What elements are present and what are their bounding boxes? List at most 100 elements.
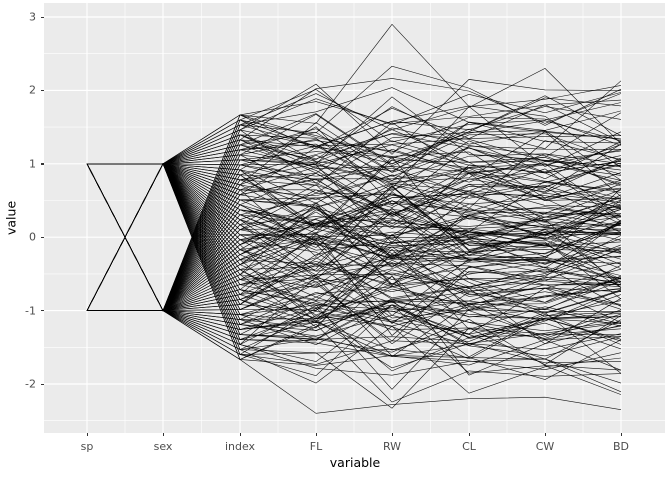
- series-line: [87, 163, 622, 196]
- series-line: [87, 144, 622, 216]
- series-line: [86, 163, 622, 340]
- y-tick-label: 0: [29, 230, 36, 244]
- series-line: [87, 163, 622, 345]
- series-line: [86, 163, 622, 312]
- series-line: [87, 163, 622, 345]
- series-line: [87, 23, 622, 165]
- series-line: [87, 163, 622, 241]
- x-tick-label-bd: BD: [612, 440, 630, 453]
- series-line: [86, 163, 622, 312]
- series-line: [87, 163, 622, 360]
- series-line: [86, 163, 622, 312]
- series-line: [87, 129, 622, 171]
- x-axis-title: variable: [329, 455, 381, 470]
- series-line: [86, 112, 622, 312]
- series-line: [87, 163, 622, 227]
- x-tick-label-sex: sex: [153, 440, 173, 453]
- y-tick-label: 2: [29, 83, 36, 97]
- series-line: [86, 163, 622, 311]
- y-tick-mark: [41, 89, 44, 92]
- x-tick-mark: [620, 433, 622, 436]
- x-tick-label-cl: CL: [462, 440, 476, 453]
- series-line: [87, 163, 622, 257]
- y-axis-title: value: [3, 200, 19, 236]
- series-line: [87, 163, 622, 370]
- series-line: [87, 134, 622, 181]
- y-tick-label: 1: [29, 157, 36, 171]
- series-line: [86, 163, 622, 325]
- series-line: [87, 163, 622, 360]
- x-tick-label-cw: CW: [535, 440, 555, 453]
- series-line: [86, 163, 622, 312]
- series-line: [87, 133, 622, 176]
- series-line: [87, 163, 622, 261]
- series-line: [86, 163, 622, 369]
- series-line: [87, 163, 622, 256]
- series-line: [86, 80, 622, 312]
- series-line: [86, 140, 622, 312]
- series-line: [87, 163, 622, 225]
- series-line: [87, 163, 622, 337]
- series-line: [86, 163, 622, 390]
- series-line: [86, 163, 622, 312]
- series-line: [86, 106, 622, 312]
- series-line: [87, 163, 622, 351]
- series-line: [87, 163, 622, 227]
- series-line: [87, 163, 622, 276]
- series-line: [86, 99, 622, 312]
- series-line: [87, 163, 622, 365]
- series-line: [87, 159, 622, 218]
- series-line: [87, 163, 622, 317]
- y-tick-label: -2: [25, 377, 36, 391]
- series-line: [87, 163, 622, 258]
- y-tick-mark: [41, 163, 44, 165]
- x-tick-label-fl: FL: [309, 440, 323, 453]
- x-tick-label-sp: sp: [80, 440, 94, 453]
- plot-area-svg: [44, 3, 665, 433]
- y-tick-label: -1: [25, 304, 36, 318]
- series-line: [86, 163, 622, 312]
- y-tick-mark: [41, 310, 44, 312]
- series-line: [87, 92, 622, 165]
- series-line: [87, 163, 622, 303]
- x-tick-mark: [391, 433, 393, 436]
- x-tick-mark: [239, 433, 241, 436]
- series-line: [87, 163, 622, 340]
- x-tick-mark: [86, 433, 88, 436]
- series-line: [87, 163, 622, 303]
- series-line: [87, 78, 622, 165]
- x-tick-label-rw: RW: [382, 440, 402, 453]
- x-tick-mark: [468, 433, 470, 436]
- series-line: [86, 163, 622, 345]
- series-line: [87, 163, 622, 218]
- series-line: [87, 65, 622, 165]
- series-line: [87, 159, 622, 204]
- y-tick-mark: [41, 236, 44, 239]
- series-line: [87, 163, 622, 325]
- data-polylines: [86, 23, 622, 414]
- series-line: [86, 163, 622, 335]
- series-line: [87, 163, 622, 358]
- series-line: [86, 163, 622, 312]
- series-line: [87, 163, 622, 272]
- series-line: [87, 163, 622, 265]
- series-line: [87, 143, 622, 216]
- series-line: [87, 119, 622, 165]
- series-line: [86, 163, 622, 312]
- series-line: [87, 163, 622, 360]
- x-tick-mark: [162, 433, 164, 436]
- series-line: [87, 95, 622, 167]
- series-line: [87, 163, 622, 240]
- series-line: [86, 163, 622, 312]
- series-line: [86, 163, 622, 403]
- series-line: [87, 163, 622, 358]
- y-tick-label: 3: [29, 10, 36, 24]
- series-line: [86, 138, 622, 312]
- series-line: [87, 163, 622, 307]
- series-line: [86, 147, 622, 312]
- x-tick-mark: [315, 433, 317, 436]
- series-line: [86, 79, 622, 312]
- series-line: [86, 163, 622, 312]
- x-tick-label-index: index: [224, 440, 256, 453]
